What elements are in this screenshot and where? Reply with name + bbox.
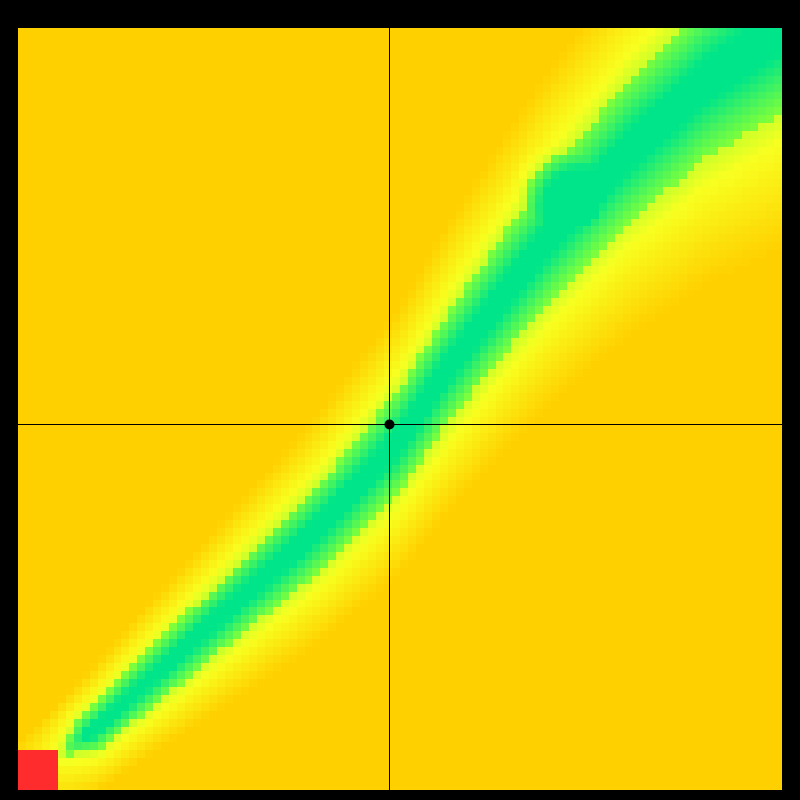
chart-container: { "type": "heatmap", "canvas": { "width"… xyxy=(0,0,800,800)
watermark-text: TheBottleneck.com xyxy=(559,2,780,30)
bottleneck-heatmap xyxy=(18,28,782,790)
